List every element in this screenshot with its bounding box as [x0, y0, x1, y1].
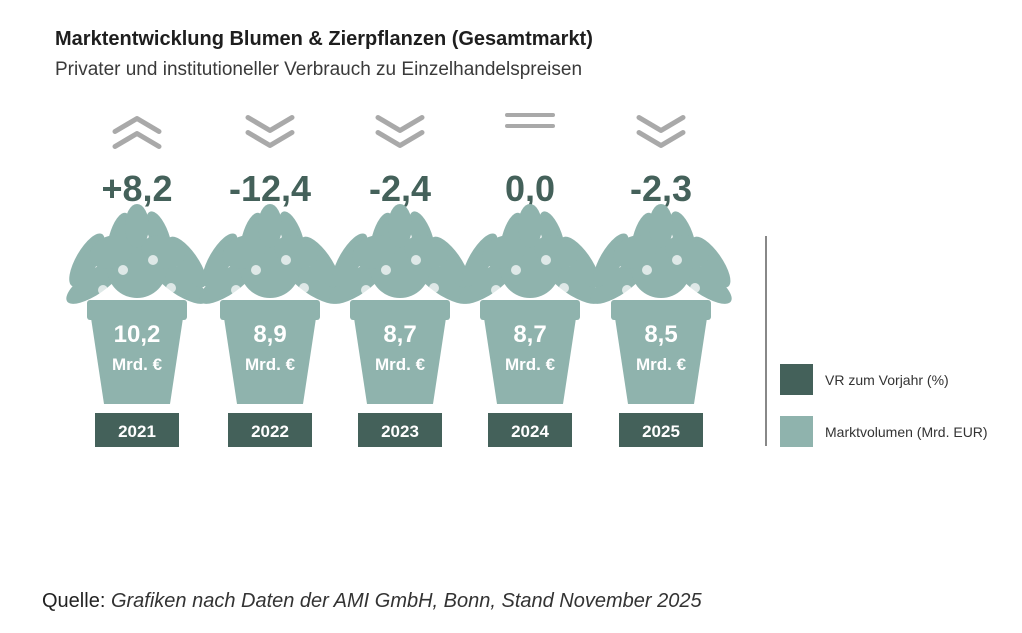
flower-accent [381, 265, 391, 275]
source-text: Grafiken nach Daten der AMI GmbH, Bonn, … [110, 590, 702, 612]
flower-accent [231, 285, 241, 295]
flower-pot [615, 318, 707, 404]
unit-label: Mrd. € [636, 355, 687, 374]
legend-label-volume: Marktvolumen (Mrd. EUR) [825, 423, 988, 440]
flower-pot [91, 318, 183, 404]
change-label: +8,2 [101, 168, 172, 209]
volume-label: 10,2 [114, 321, 161, 348]
flower-accent [672, 255, 682, 265]
volume-label: 8,7 [383, 321, 416, 348]
trend-down-icon [375, 130, 425, 148]
flower-pot [354, 318, 446, 404]
year-group-2021: +8,2 10,2 Mrd. € 2021 [66, 116, 208, 447]
volume-label: 8,9 [253, 321, 286, 348]
legend-swatch-light [780, 416, 813, 447]
pot-rim [350, 300, 450, 320]
plant-leaf [518, 204, 542, 248]
plant-leaf [388, 204, 412, 248]
trend-up-icon [112, 131, 162, 149]
flower-accent [299, 283, 309, 293]
year-group-2022: -12,4 8,9 Mrd. € 2022 [199, 115, 341, 447]
volume-label: 8,7 [513, 321, 546, 348]
flower-accent [429, 283, 439, 293]
legend-item-volume: Marktvolumen (Mrd. EUR) [780, 416, 988, 447]
year-label: 2024 [511, 422, 549, 441]
plant-leaf [222, 235, 266, 269]
year-group-2023: -2,4 8,7 Mrd. € 2023 [329, 115, 471, 447]
plant-leaf [613, 235, 657, 269]
source-label: Quelle: [42, 590, 106, 612]
change-label: -2,4 [369, 168, 431, 209]
flower-accent [642, 265, 652, 275]
flower-accent [511, 265, 521, 275]
change-label: -2,3 [630, 168, 692, 209]
legend-divider [765, 236, 767, 446]
year-label: 2022 [251, 422, 289, 441]
flower-pot [224, 318, 316, 404]
year-box [619, 413, 703, 447]
trend-down-icon [636, 115, 686, 133]
change-label: 0,0 [505, 168, 555, 209]
flower-accent [411, 255, 421, 265]
plant-leaf [352, 235, 396, 269]
flower-accent [251, 265, 261, 275]
year-box [95, 413, 179, 447]
flower-accent [118, 265, 128, 275]
flower-accent [281, 255, 291, 265]
trend-down-icon [245, 115, 295, 133]
pot-rim [480, 300, 580, 320]
plant-leaf [125, 204, 149, 248]
flower-accent [148, 255, 158, 265]
flower-accent [491, 285, 501, 295]
pot-rim [611, 300, 711, 320]
year-group-2024: 0,0 8,7 Mrd. € 2024 [459, 113, 601, 447]
legend-label-change: VR zum Vorjahr (%) [825, 371, 949, 388]
year-box [358, 413, 442, 447]
year-label: 2023 [381, 422, 419, 441]
year-label: 2025 [642, 422, 680, 441]
flower-accent [166, 283, 176, 293]
chart-subtitle: Privater und institutioneller Verbrauch … [55, 59, 583, 80]
legend-item-change: VR zum Vorjahr (%) [780, 364, 949, 395]
year-box [228, 413, 312, 447]
pot-rim [87, 300, 187, 320]
plant-leaf [482, 235, 526, 269]
year-label: 2021 [118, 422, 156, 441]
plant-leaf [258, 204, 282, 248]
flower-accent [361, 285, 371, 295]
unit-label: Mrd. € [505, 355, 556, 374]
flower-accent [541, 255, 551, 265]
unit-label: Mrd. € [245, 355, 296, 374]
plant-leaf [89, 235, 133, 269]
flower-pot [484, 318, 576, 404]
unit-label: Mrd. € [112, 355, 163, 374]
chart-title: Marktentwicklung Blumen & Zierpflanzen (… [55, 28, 593, 50]
plant-leaf [649, 204, 673, 248]
unit-label: Mrd. € [375, 355, 426, 374]
trend-up-icon [112, 116, 162, 134]
change-label: -12,4 [229, 168, 311, 209]
year-group-2025: -2,3 8,5 Mrd. € 2025 [590, 115, 732, 447]
year-box [488, 413, 572, 447]
legend-swatch-dark [780, 364, 813, 395]
pot-rim [220, 300, 320, 320]
trend-down-icon [375, 115, 425, 133]
flower-accent [98, 285, 108, 295]
legend: VR zum Vorjahr (%) Marktvolumen (Mrd. EU… [765, 236, 1015, 447]
source-note: Quelle: Grafiken nach Daten der AMI GmbH… [42, 590, 702, 613]
trend-down-icon [245, 130, 295, 148]
volume-label: 8,5 [644, 321, 677, 348]
trend-down-icon [636, 130, 686, 148]
flower-accent [622, 285, 632, 295]
flower-accent [690, 283, 700, 293]
flower-accent [559, 283, 569, 293]
